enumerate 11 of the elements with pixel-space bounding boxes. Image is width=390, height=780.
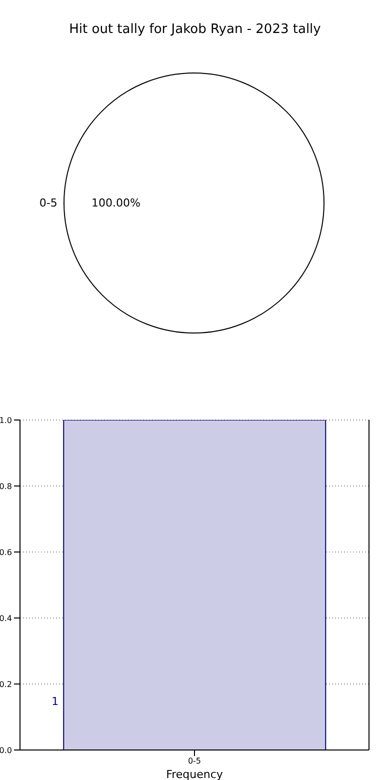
y-tick-label: 0.0 [0, 746, 12, 755]
data-label: 100.00% [92, 196, 140, 210]
y-tick-label: 0.2 [0, 680, 12, 689]
data-label: 1 [52, 695, 59, 708]
chart-title: Hit out tally for Jakob Ryan - 2023 tally [68, 22, 322, 37]
y-tick-label: 0.8 [0, 482, 12, 491]
slice-label: 0-5 [39, 196, 58, 210]
x-axis-title: Frequency [166, 768, 224, 780]
y-tick-label: 1.0 [0, 416, 12, 425]
y-tick-label: 0.6 [0, 548, 12, 557]
y-tick-label: 0.4 [0, 614, 12, 623]
